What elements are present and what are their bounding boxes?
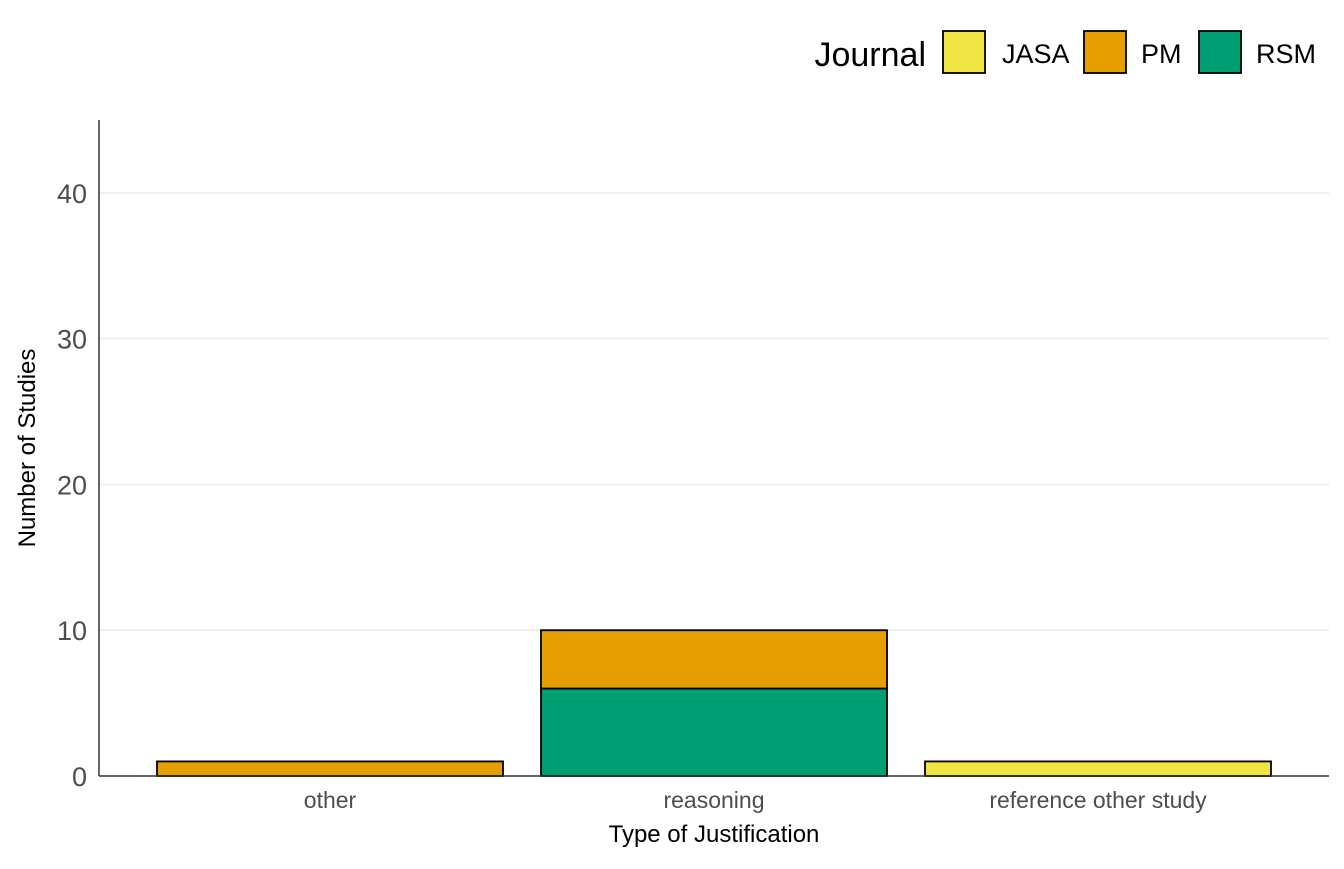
bars xyxy=(156,629,1272,777)
x-tick-label: reference other study xyxy=(989,787,1207,813)
y-axis-title: Number of Studies xyxy=(14,349,41,548)
legend-label: RSM xyxy=(1256,39,1316,69)
y-tick-label: 40 xyxy=(57,179,87,209)
legend-label: JASA xyxy=(1002,39,1070,69)
legend-title: Journal xyxy=(814,36,926,74)
x-tick-label: reasoning xyxy=(663,787,764,813)
y-tick-label: 10 xyxy=(57,616,87,646)
x-axis-title: Type of Justification xyxy=(609,821,820,848)
y-tick-labels: 0 10 20 30 40 xyxy=(57,179,87,792)
x-tick-labels: other reasoning reference other study xyxy=(304,787,1207,813)
bar-segment-jasa xyxy=(924,760,1272,777)
bar-segment-rsm xyxy=(540,687,888,777)
legend-swatch-pm xyxy=(1083,30,1127,74)
y-tick-label: 20 xyxy=(57,470,87,500)
legend-swatch-jasa xyxy=(942,30,986,74)
y-tick-label: 30 xyxy=(57,325,87,355)
y-tick-label: 0 xyxy=(72,762,87,792)
legend: Journal JASA PM RSM xyxy=(814,30,1316,74)
bar-segment-pm xyxy=(156,760,504,777)
legend-swatch-rsm xyxy=(1198,30,1242,74)
x-tick-label: other xyxy=(304,787,357,813)
axes xyxy=(98,120,1329,777)
bar-segment-pm xyxy=(540,629,888,690)
legend-label: PM xyxy=(1141,39,1182,69)
grid-lines xyxy=(99,192,1329,631)
